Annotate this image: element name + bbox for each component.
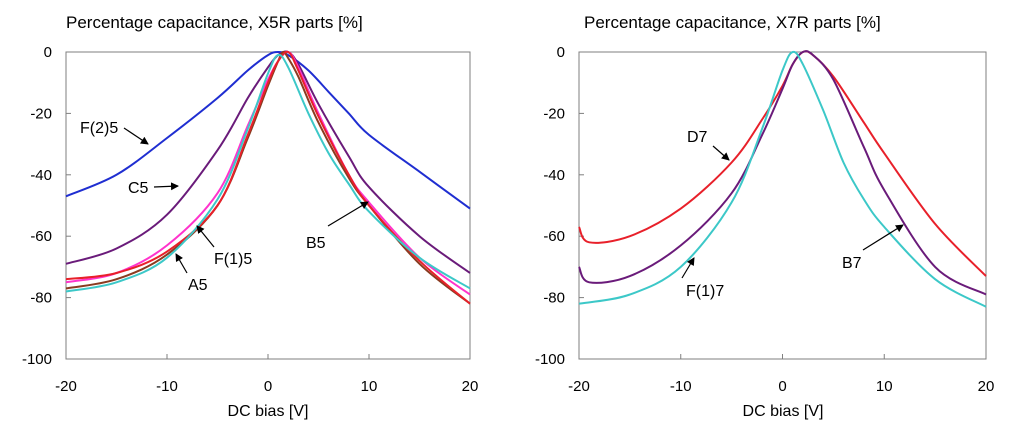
x-tick-label: 0 <box>778 378 786 395</box>
y-tick-label: -20 <box>30 105 52 122</box>
chart-x7r: Percentage capacitance, X7R parts [%] 0 -… <box>535 13 994 420</box>
arrow-c5 <box>153 182 179 191</box>
x-axis-label-x7r: DC bias [V] <box>743 403 824 420</box>
chart-title-x5r: Percentage capacitance, X5R parts [%] <box>66 13 363 32</box>
x-tick-label: -20 <box>55 378 77 395</box>
label-c5: C5 <box>128 180 149 197</box>
y-tick-label: 0 <box>44 44 52 61</box>
series-line-b7 <box>578 50 987 296</box>
arrow-f2-5 <box>123 127 149 145</box>
series-line-d7 <box>578 50 987 277</box>
y-tick-label: -100 <box>22 351 52 368</box>
x-tick-label: -20 <box>568 378 590 395</box>
x-tick-label: -10 <box>156 378 178 395</box>
series-line-b5 <box>65 50 471 305</box>
x-tick-label: -10 <box>670 378 692 395</box>
arrow-f1-7 <box>681 257 695 279</box>
y-tick-label: -100 <box>535 351 565 368</box>
plot-frame-x5r <box>65 51 471 360</box>
chart-x5r: Percentage capacitance, X5R parts [%] 0 -… <box>22 13 478 420</box>
y-tick-label: -20 <box>543 105 565 122</box>
x-tick-label: 10 <box>361 378 378 395</box>
label-f1-5: F(1)5 <box>214 251 252 268</box>
label-a5: A5 <box>188 277 208 294</box>
y-tick-label: -80 <box>543 290 565 307</box>
arrow-f1-5 <box>196 225 215 248</box>
label-f1-7: F(1)7 <box>686 283 724 300</box>
x-tick-label: 20 <box>462 378 479 395</box>
y-tick-label: -60 <box>30 228 52 245</box>
x-tick-label: 20 <box>978 378 995 395</box>
label-d7: D7 <box>687 129 708 146</box>
label-f2-5: F(2)5 <box>80 120 118 137</box>
y-tick-label: 0 <box>557 44 565 61</box>
series-line-cyan-x5r <box>65 53 471 293</box>
arrow-d7 <box>712 145 730 161</box>
arrow-b5 <box>327 201 369 227</box>
arrow-b7 <box>862 224 904 251</box>
y-tick-label: -40 <box>30 167 52 184</box>
y-tick-label: -60 <box>543 228 565 245</box>
label-b5: B5 <box>306 235 326 252</box>
plot-frame-x7r <box>578 51 987 360</box>
label-b7: B7 <box>842 255 862 272</box>
series-line-a5 <box>65 50 471 305</box>
y-tick-label: -40 <box>543 167 565 184</box>
chart-title-x7r: Percentage capacitance, X7R parts [%] <box>584 13 881 32</box>
x-tick-label: 0 <box>264 378 272 395</box>
x-axis-label-x5r: DC bias [V] <box>228 403 309 420</box>
x-tick-label: 10 <box>876 378 893 395</box>
arrow-a5 <box>175 253 188 274</box>
y-tick-label: -80 <box>30 290 52 307</box>
